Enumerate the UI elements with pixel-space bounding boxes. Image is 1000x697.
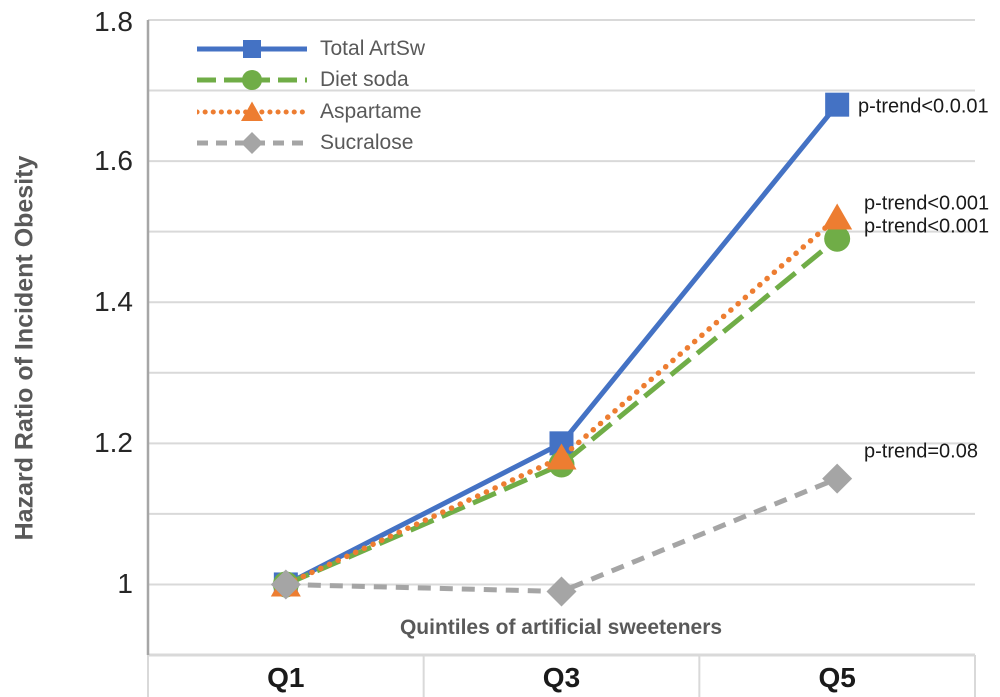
p-trend-annotation: p-trend<0.001 [864, 215, 990, 238]
y-tick-label: 1 [117, 568, 133, 600]
square-legend-swatch [197, 39, 307, 58]
p-trend-annotation: p-trend=0.08 [864, 440, 978, 463]
x-category-label: Q1 [267, 662, 305, 693]
p-trend-annotation: p-trend<0.0.01 [858, 95, 989, 118]
legend-item-label: Total ArtSw [320, 36, 426, 60]
legend-item-label: Aspartame [320, 99, 422, 123]
legend-item: Diet soda [197, 65, 425, 97]
legend-item: Aspartame [197, 96, 425, 128]
legend-item: Total ArtSw [197, 33, 425, 65]
y-tick-label: 1.8 [94, 6, 133, 37]
y-tick-label: 1.6 [94, 145, 133, 177]
y-axis-title: Hazard Ratio of Incident Obesity [10, 155, 39, 541]
circle-legend-swatch [197, 70, 307, 91]
legend-item-label: Sucralose [320, 131, 414, 155]
triangle-legend-swatch [197, 101, 307, 121]
legend-item-label: Diet soda [320, 68, 409, 92]
p-trend-annotation: p-trend<0.001 [864, 192, 990, 215]
diamond-legend-swatch [197, 132, 307, 155]
x-category-label: Q3 [542, 662, 581, 693]
x-axis-label: Quintiles of artificial sweeteners [399, 616, 723, 639]
chart-legend: Total ArtSw Diet soda Aspartame Sucralose [197, 33, 425, 159]
legend-item: Sucralose [197, 128, 425, 160]
y-tick-label: 1.4 [94, 286, 133, 318]
x-category-label: Q5 [818, 662, 856, 693]
y-tick-label: 1.2 [94, 427, 133, 459]
